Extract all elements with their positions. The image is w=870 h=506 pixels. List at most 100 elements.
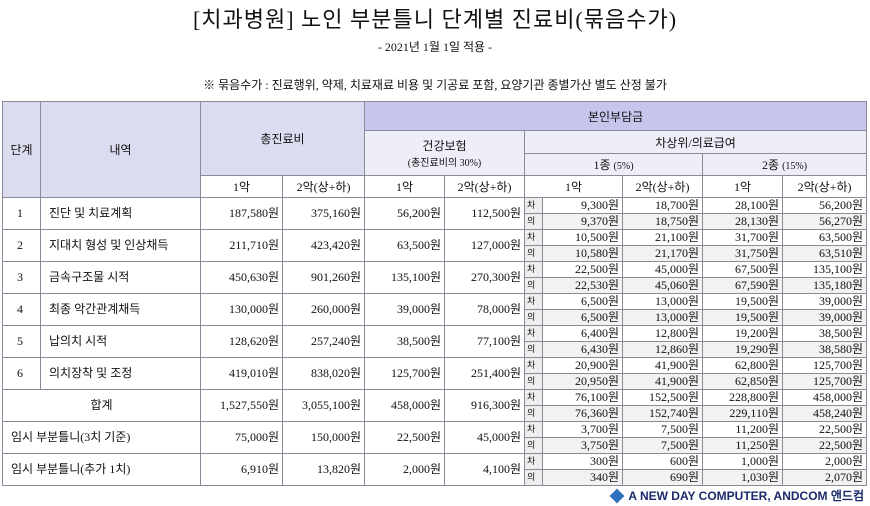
amount-cell: 187,580원 <box>200 197 283 230</box>
step-cell: 5 <box>2 325 41 358</box>
amount-cell: 901,260원 <box>281 261 366 294</box>
header-cell: 차상위/의료급여 <box>524 130 868 154</box>
amount-cell: 6,500원 <box>542 309 624 326</box>
amount-cell: 45,000원 <box>622 261 704 278</box>
amount-cell: 251,400원 <box>444 357 526 390</box>
amount-cell: 10,580원 <box>542 245 624 262</box>
amount-cell: 600원 <box>622 453 704 470</box>
amount-cell: 916,300원 <box>444 389 526 422</box>
table-row: 1 진단 및 치료계획 187,580원 375,160원 56,200원 112,500… <box>2 197 868 230</box>
header-cell: 2악(상+하) <box>444 175 526 198</box>
header-cell: 건강보험 (총진료비의 30%) <box>364 130 526 176</box>
header-text: 2종 <box>762 158 780 172</box>
amount-cell: 6,910원 <box>200 453 283 486</box>
amount-cell: 1,000원 <box>702 453 784 470</box>
header-cell: 2악(상+하) <box>782 175 868 198</box>
header-note: (15%) <box>782 161 808 172</box>
header-cell: 내역 <box>40 101 201 198</box>
amount-cell: 1,030원 <box>702 469 784 486</box>
note: ※ 묶음수가 : 진료행위, 약제, 치료재료 비용 및 기공료 포함, 요양기… <box>203 78 667 92</box>
amount-cell: 12,800원 <box>622 325 704 342</box>
table-row: 의 9,370원 18,750원 28,130원 56,270원 <box>3 213 868 230</box>
amount-cell: 38,580원 <box>782 341 868 358</box>
amount-cell: 28,130원 <box>702 213 784 230</box>
kind-cell: 차 <box>524 389 544 406</box>
table-row: 3 금속구조물 시적 450,630원 901,260원 135,100원 270,300… <box>2 261 868 294</box>
step-cell: 2 <box>2 229 41 262</box>
logo-text: A NEW DAY COMPUTER, ANDCOM 앤드컴 <box>628 489 864 503</box>
amount-cell: 21,100원 <box>622 229 704 246</box>
amount-cell: 39,000원 <box>364 293 446 326</box>
amount-cell: 2,000원 <box>364 453 446 486</box>
kind-cell: 차 <box>524 453 544 470</box>
subtitle: - 2021년 1월 1일 적용 - <box>377 40 493 54</box>
amount-cell: 63,500원 <box>782 229 868 246</box>
kind-cell: 의 <box>524 213 544 230</box>
table-row: 합계 1,527,550원 3,055,100원 458,000원 916,300원 차 7… <box>2 389 868 422</box>
amount-cell: 6,430원 <box>542 341 624 358</box>
header-cell: 1악 <box>702 175 784 198</box>
kind-cell: 의 <box>524 341 544 358</box>
item-cell: 합계 <box>2 389 201 422</box>
amount-cell: 56,200원 <box>782 197 868 214</box>
header-cell: 1악 <box>364 175 446 198</box>
table-row: 의 76,360원 152,740원 229,110원 458,240원 <box>3 405 868 422</box>
table-row: 임시 부분틀니(3치 기준) 75,000원 150,000원 22,500원 45,0… <box>2 421 868 454</box>
amount-cell: 63,510원 <box>782 245 868 262</box>
kind-cell: 차 <box>524 421 544 438</box>
amount-cell: 45,000원 <box>444 421 526 454</box>
amount-cell: 76,360원 <box>542 405 624 422</box>
amount-cell: 3,055,100원 <box>281 389 366 422</box>
logo: A NEW DAY COMPUTER, ANDCOM 앤드컴 <box>609 487 864 504</box>
amount-cell: 125,700원 <box>782 357 868 374</box>
table-row: 의 20,950원 41,900원 62,850원 125,700원 <box>3 373 868 390</box>
table-row: 의 3,750원 7,500원 11,250원 22,500원 <box>3 437 868 454</box>
amount-cell: 340원 <box>542 469 624 486</box>
item-cell: 의치장착 및 조정 <box>40 357 201 390</box>
table-row: 의 6,430원 12,860원 19,290원 38,580원 <box>3 341 868 358</box>
amount-cell: 41,900원 <box>622 357 704 374</box>
header-note: (5%) <box>613 161 634 172</box>
table-row: 의 340원 690원 1,030원 2,070원 <box>3 469 868 486</box>
kind-cell: 차 <box>524 261 544 278</box>
amount-cell: 76,100원 <box>542 389 624 406</box>
amount-cell: 838,020원 <box>281 357 366 390</box>
amount-cell: 12,860원 <box>622 341 704 358</box>
amount-cell: 39,000원 <box>782 309 868 326</box>
kind-cell: 차 <box>524 325 544 342</box>
amount-cell: 13,000원 <box>622 293 704 310</box>
amount-cell: 31,750원 <box>702 245 784 262</box>
amount-cell: 125,700원 <box>364 357 446 390</box>
item-cell: 임시 부분틀니(3치 기준) <box>2 421 201 454</box>
amount-cell: 62,800원 <box>702 357 784 374</box>
kind-cell: 의 <box>524 437 544 454</box>
header-cell: 본인부담금 <box>364 101 868 131</box>
amount-cell: 11,250원 <box>702 437 784 454</box>
step-cell: 4 <box>2 293 41 326</box>
amount-cell: 45,060원 <box>622 277 704 294</box>
item-cell: 임시 부분틀니(추가 1치) <box>2 453 201 486</box>
amount-cell: 22,530원 <box>542 277 624 294</box>
table-row: 의 6,500원 13,000원 19,500원 39,000원 <box>3 309 868 326</box>
amount-cell: 28,100원 <box>702 197 784 214</box>
amount-cell: 22,500원 <box>364 421 446 454</box>
table-row: 5 납의치 시적 128,620원 257,240원 38,500원 77,100원 차 6,… <box>2 325 868 358</box>
title: [치과병원] 노인 부분틀니 단계별 진료비(묶음수가) <box>192 7 678 32</box>
amount-cell: 41,900원 <box>622 373 704 390</box>
amount-cell: 4,100원 <box>444 453 526 486</box>
amount-cell: 125,700원 <box>782 373 868 390</box>
amount-cell: 78,000원 <box>444 293 526 326</box>
header-note: (총진료비의 30%) <box>407 158 482 169</box>
table-row: 6 의치장착 및 조정 419,010원 838,020원 125,700원 251,40… <box>2 357 868 390</box>
amount-cell: 690원 <box>622 469 704 486</box>
amount-cell: 2,070원 <box>782 469 868 486</box>
amount-cell: 152,740원 <box>622 405 704 422</box>
header-cell: 1종 (5%) <box>524 153 704 176</box>
amount-cell: 229,110원 <box>702 405 784 422</box>
amount-cell: 39,000원 <box>782 293 868 310</box>
header-cell: 단계 <box>2 101 41 198</box>
header-cell: 2악(상+하) <box>281 175 366 198</box>
amount-cell: 19,500원 <box>702 293 784 310</box>
amount-cell: 458,240원 <box>782 405 868 422</box>
